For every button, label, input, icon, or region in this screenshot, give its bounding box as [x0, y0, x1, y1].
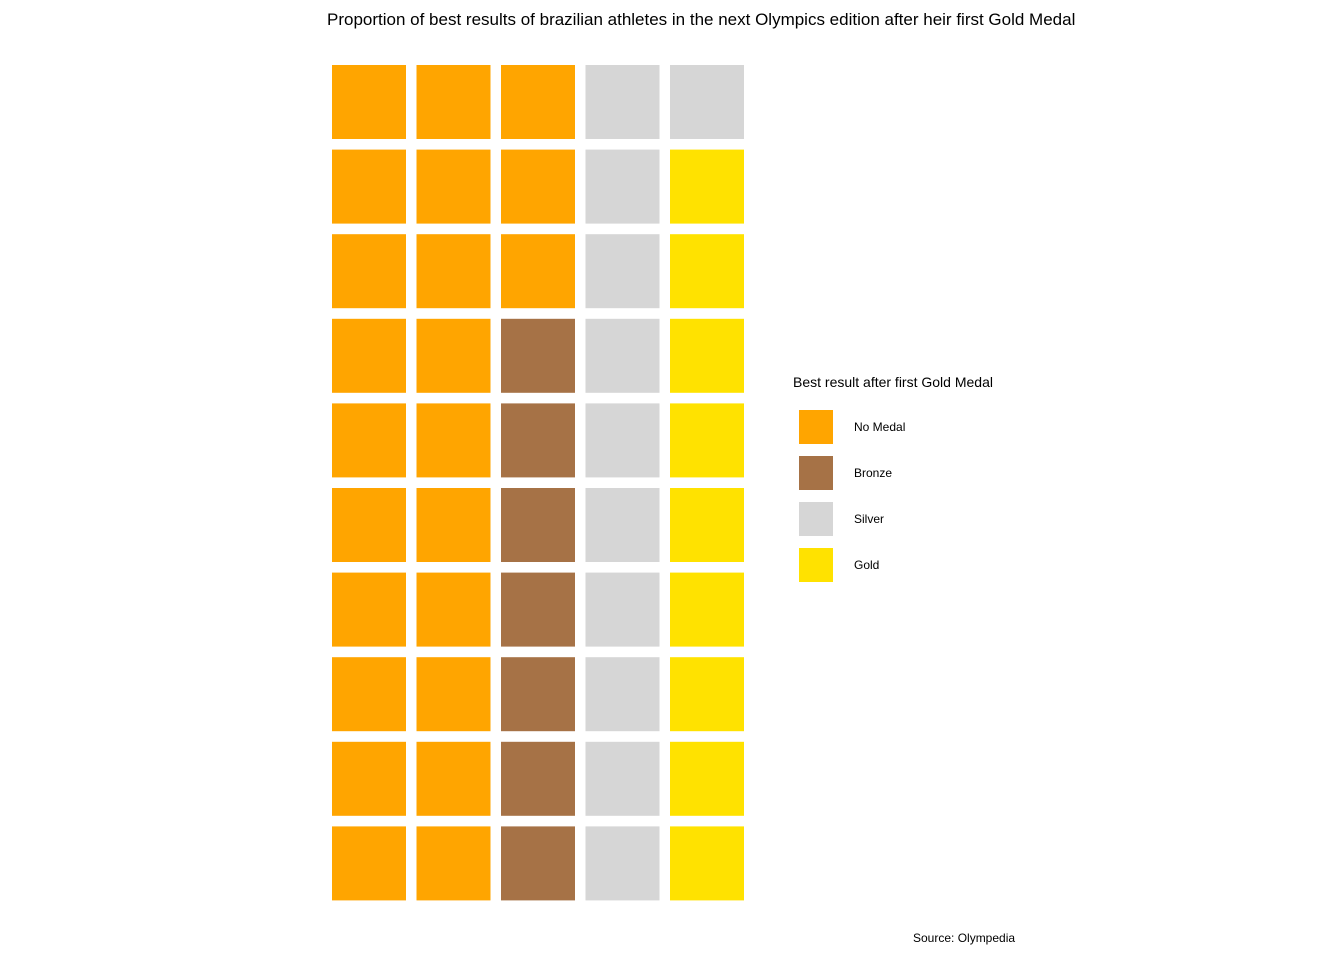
waffle-cell-gold	[670, 826, 744, 901]
waffle-cell-bronze	[501, 572, 575, 647]
waffle-cell-silver	[585, 741, 660, 816]
waffle-cell-no-medal	[416, 149, 491, 224]
waffle-cell-bronze	[501, 741, 575, 816]
waffle-cell-silver	[585, 488, 660, 562]
waffle-cell-bronze	[501, 318, 575, 393]
source-caption: Source: Olympedia	[913, 931, 1016, 945]
waffle-cell-no-medal	[332, 488, 406, 562]
waffle-cell-no-medal	[332, 741, 406, 816]
waffle-cell-silver	[585, 318, 660, 393]
waffle-cell-gold	[670, 318, 744, 393]
waffle-cell-silver	[585, 572, 660, 647]
waffle-cell-silver	[585, 234, 660, 309]
waffle-cell-no-medal	[332, 657, 406, 732]
waffle-cell-bronze	[501, 488, 575, 562]
waffle-cell-no-medal	[332, 65, 406, 139]
waffle-cell-no-medal	[416, 488, 491, 562]
waffle-cell-no-medal	[416, 403, 491, 478]
waffle-cell-gold	[670, 234, 744, 309]
chart-title: Proportion of best results of brazilian …	[327, 10, 1076, 29]
waffle-cell-no-medal	[332, 149, 406, 224]
legend-key-gold	[799, 548, 833, 582]
waffle-cell-no-medal	[416, 65, 491, 139]
waffle-cell-gold	[670, 149, 744, 224]
waffle-cell-silver	[585, 65, 660, 139]
waffle-cell-gold	[670, 657, 744, 732]
waffle-cell-no-medal	[332, 826, 406, 901]
legend-label-silver: Silver	[854, 512, 885, 526]
waffle-cell-silver	[585, 149, 660, 224]
legend-label-bronze: Bronze	[854, 466, 893, 480]
legend: Best result after first Gold Medal No Me…	[793, 374, 993, 582]
legend-item-silver: Silver	[799, 502, 1059, 536]
waffle-cell-gold	[670, 741, 744, 816]
legend-item-no-medal: No Medal	[799, 410, 1059, 444]
waffle-cell-no-medal	[416, 657, 491, 732]
waffle-cell-gold	[670, 403, 744, 478]
waffle-cell-silver	[670, 65, 744, 139]
waffle-cell-no-medal	[332, 403, 406, 478]
legend-key-bronze	[799, 456, 833, 490]
waffle-cell-no-medal	[332, 318, 406, 393]
waffle-cell-no-medal	[501, 149, 575, 224]
legend-item-bronze: Bronze	[799, 456, 1059, 490]
waffle-cell-silver	[585, 826, 660, 901]
waffle-cell-no-medal	[416, 741, 491, 816]
waffle-cell-no-medal	[416, 234, 491, 309]
waffle-cell-bronze	[501, 657, 575, 732]
legend-key-silver	[799, 502, 833, 536]
waffle-cell-no-medal	[416, 572, 491, 647]
legend-title: Best result after first Gold Medal	[793, 374, 993, 390]
waffle-cell-no-medal	[416, 318, 491, 393]
waffle-cell-no-medal	[416, 826, 491, 901]
waffle-cell-bronze	[501, 826, 575, 901]
legend-item-gold: Gold	[799, 548, 1059, 582]
waffle-cell-no-medal	[332, 572, 406, 647]
legend-label-no-medal: No Medal	[854, 420, 906, 434]
legend-label-gold: Gold	[854, 558, 880, 572]
waffle-cell-no-medal	[332, 234, 406, 309]
waffle-cell-no-medal	[501, 234, 575, 309]
waffle-cell-bronze	[501, 403, 575, 478]
waffle-cell-silver	[585, 657, 660, 732]
waffle-cell-gold	[670, 488, 744, 562]
legend-key-no-medal	[799, 410, 833, 444]
waffle-cell-silver	[585, 403, 660, 478]
waffle-cell-gold	[670, 572, 744, 647]
waffle-cell-no-medal	[501, 65, 575, 139]
